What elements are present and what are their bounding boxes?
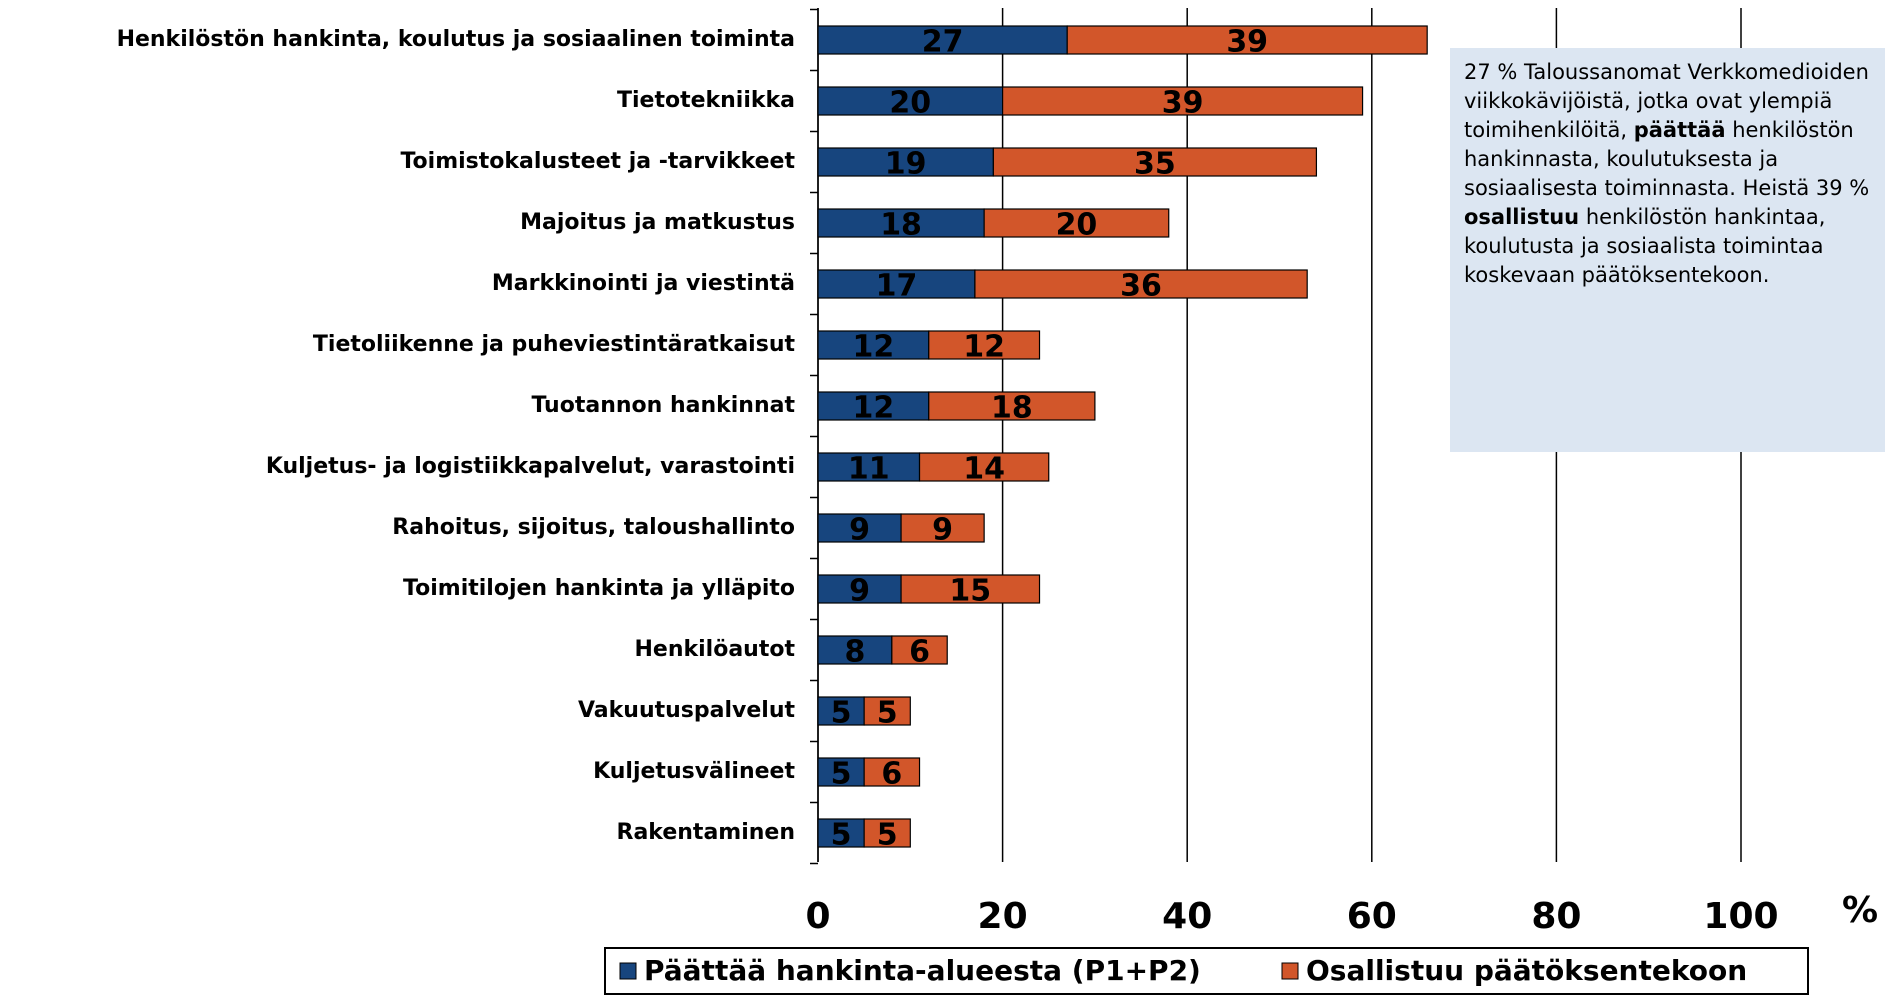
x-tick-label: 100: [1703, 896, 1778, 937]
category-label: Tuotannon hankinnat: [531, 393, 795, 418]
data-label: 39: [1162, 86, 1204, 121]
data-label: 39: [1226, 25, 1268, 60]
bar-segment: [900, 574, 1041, 604]
data-label: 5: [877, 818, 898, 853]
bar-segment: [863, 696, 911, 726]
bar-segment: [928, 330, 1041, 360]
x-tick-label: 20: [978, 896, 1028, 937]
bar-segment: [900, 513, 985, 543]
data-label: 5: [831, 818, 852, 853]
bar-segment: [1066, 25, 1428, 55]
category-label: Toimitilojen hankinta ja ylläpito: [403, 576, 795, 601]
bar-segment: [891, 635, 948, 665]
data-label: 11: [848, 452, 890, 487]
legend-label: Päättää hankinta-alueesta (P1+P2): [644, 954, 1201, 987]
category-label: Rahoitus, sijoitus, taloushallinto: [392, 515, 795, 540]
legend-box: [604, 947, 1809, 995]
data-label: 5: [877, 696, 898, 731]
data-label: 5: [831, 696, 852, 731]
x-unit: %: [1842, 890, 1878, 931]
category-label: Markkinointi ja viestintä: [492, 271, 795, 296]
x-tick-label: 80: [1531, 896, 1581, 937]
category-label: Rakentaminen: [617, 820, 795, 845]
data-label: 6: [909, 635, 930, 670]
annotation: 27 % Taloussanomat Verkkomedioiden viikk…: [1450, 48, 1885, 452]
x-tick-label: 0: [805, 896, 830, 937]
category-label: Toimistokalusteet ja -tarvikkeet: [400, 149, 795, 174]
annotation-text: henkilöstön hankintaa, koulutusta ja sos…: [1464, 205, 1826, 287]
data-label: 18: [991, 391, 1033, 426]
bar-segment: [817, 391, 930, 421]
bar-segment: [817, 208, 985, 238]
bar-segment: [817, 269, 976, 299]
data-label: 35: [1134, 147, 1176, 182]
data-label: 14: [963, 452, 1005, 487]
category-label: Vakuutuspalvelut: [578, 698, 795, 723]
data-label: 9: [849, 513, 870, 548]
bar-segment: [974, 269, 1308, 299]
legend-swatch: [619, 962, 637, 980]
legend-label: Osallistuu päätöksentekoon: [1306, 954, 1747, 987]
data-label: 6: [881, 757, 902, 792]
data-label: 12: [853, 391, 895, 426]
data-label: 20: [1056, 208, 1098, 243]
annotation-text: päättää: [1633, 118, 1726, 142]
bar-segment: [983, 208, 1170, 238]
bar-segment: [863, 757, 921, 787]
category-label: Tietoliikenne ja puheviestintäratkaisut: [313, 332, 796, 357]
bar-segment: [928, 391, 1096, 421]
category-label: Henkilöstön hankinta, koulutus ja sosiaa…: [117, 27, 795, 52]
data-label: 12: [853, 330, 895, 365]
data-label: 19: [885, 147, 927, 182]
bar-segment: [817, 86, 1004, 116]
bar-segment: [863, 818, 911, 848]
annotation-text: henkilöstön hankinnasta, koulutuksesta j…: [1464, 118, 1870, 200]
data-label: 9: [849, 574, 870, 609]
data-label: 15: [949, 574, 991, 609]
bar-segment: [1001, 86, 1364, 116]
data-label: 12: [963, 330, 1005, 365]
category-label: Majoitus ja matkustus: [520, 210, 795, 235]
bar-segment: [992, 147, 1318, 177]
data-label: 8: [844, 635, 865, 670]
data-label: 20: [889, 86, 931, 121]
bar-segment: [817, 696, 865, 726]
category-label: Kuljetusvälineet: [593, 759, 795, 784]
data-label: 18: [880, 208, 922, 243]
bar-segment: [918, 452, 1050, 482]
category-label: Kuljetus- ja logistiikkapalvelut, varast…: [266, 454, 795, 479]
category-label: Tietotekniikka: [617, 88, 795, 113]
category-label: Henkilöautot: [635, 637, 796, 662]
annotation-text: osallistuu: [1464, 205, 1580, 229]
bar-segment: [817, 147, 994, 177]
data-label: 36: [1120, 269, 1162, 304]
data-label: 27: [922, 25, 964, 60]
data-label: 9: [932, 513, 953, 548]
x-tick-label: 60: [1347, 896, 1397, 937]
annotation-text: 27 % Taloussanomat Verkkomedioiden viikk…: [1464, 60, 1869, 142]
data-label: 17: [876, 269, 918, 304]
data-label: 5: [831, 757, 852, 792]
x-tick-label: 40: [1162, 896, 1212, 937]
legend-swatch: [1281, 962, 1299, 980]
